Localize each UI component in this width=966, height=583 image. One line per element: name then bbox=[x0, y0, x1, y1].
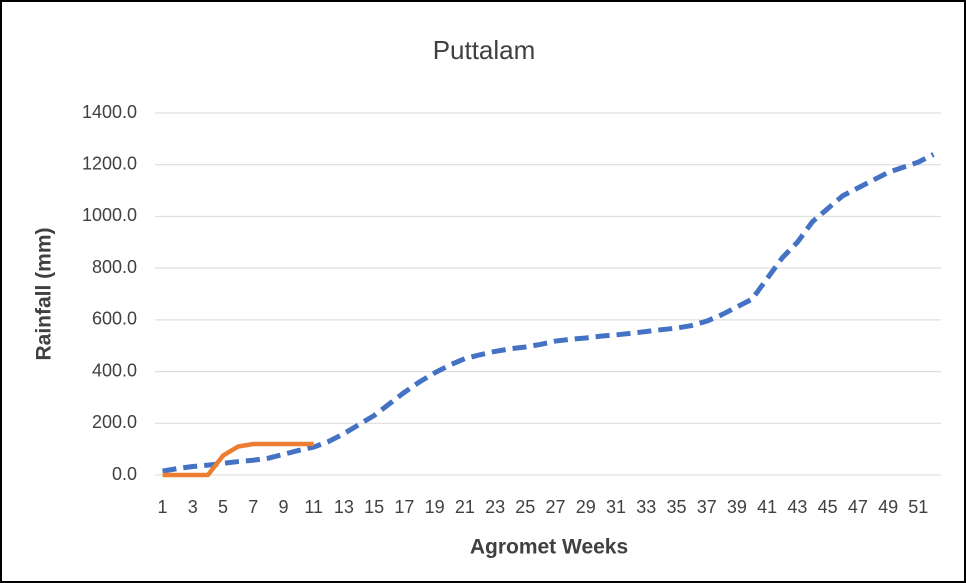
x-tick-label: 9 bbox=[278, 497, 288, 517]
chart-title: Puttalam bbox=[433, 35, 536, 65]
y-tick-label: 1200.0 bbox=[82, 153, 137, 173]
x-axis-label: Agromet Weeks bbox=[470, 536, 628, 559]
x-tick-label: 47 bbox=[848, 497, 868, 517]
x-tick-label: 1 bbox=[158, 497, 168, 517]
x-tick-label: 41 bbox=[757, 497, 777, 517]
x-tick-label: 19 bbox=[425, 497, 445, 517]
x-tick-label: 45 bbox=[818, 497, 838, 517]
x-tick-label: 33 bbox=[636, 497, 656, 517]
y-tick-label: 1400.0 bbox=[82, 102, 137, 122]
y-tick-label: 1000.0 bbox=[82, 205, 137, 225]
y-axis-label: Rainfall (mm) bbox=[33, 227, 56, 360]
x-tick-label: 15 bbox=[364, 497, 384, 517]
x-tick-label: 37 bbox=[697, 497, 717, 517]
y-tick-label: 800.0 bbox=[92, 257, 137, 277]
x-tick-label: 27 bbox=[546, 497, 566, 517]
x-tick-label: 35 bbox=[666, 497, 686, 517]
x-tick-label: 7 bbox=[248, 497, 258, 517]
x-tick-label: 49 bbox=[878, 497, 898, 517]
y-tick-label: 0.0 bbox=[112, 464, 137, 484]
x-tick-label: 13 bbox=[334, 497, 354, 517]
x-tick-label: 31 bbox=[606, 497, 626, 517]
x-tick-label: 51 bbox=[908, 497, 928, 517]
y-tick-label: 600.0 bbox=[92, 309, 137, 329]
x-tick-label: 17 bbox=[394, 497, 414, 517]
x-tick-label: 21 bbox=[455, 497, 475, 517]
x-tick-label: 29 bbox=[576, 497, 596, 517]
x-tick-label: 39 bbox=[727, 497, 747, 517]
x-tick-label: 5 bbox=[218, 497, 228, 517]
series-line bbox=[162, 441, 314, 478]
x-tick-label: 25 bbox=[515, 497, 535, 517]
series-line bbox=[162, 152, 935, 474]
x-tick-label: 11 bbox=[304, 497, 323, 517]
x-tick-label: 23 bbox=[485, 497, 505, 517]
x-tick-label: 43 bbox=[787, 497, 807, 517]
y-tick-label: 200.0 bbox=[92, 412, 137, 432]
y-tick-label: 400.0 bbox=[92, 360, 137, 380]
x-tick-label: 3 bbox=[188, 497, 198, 517]
